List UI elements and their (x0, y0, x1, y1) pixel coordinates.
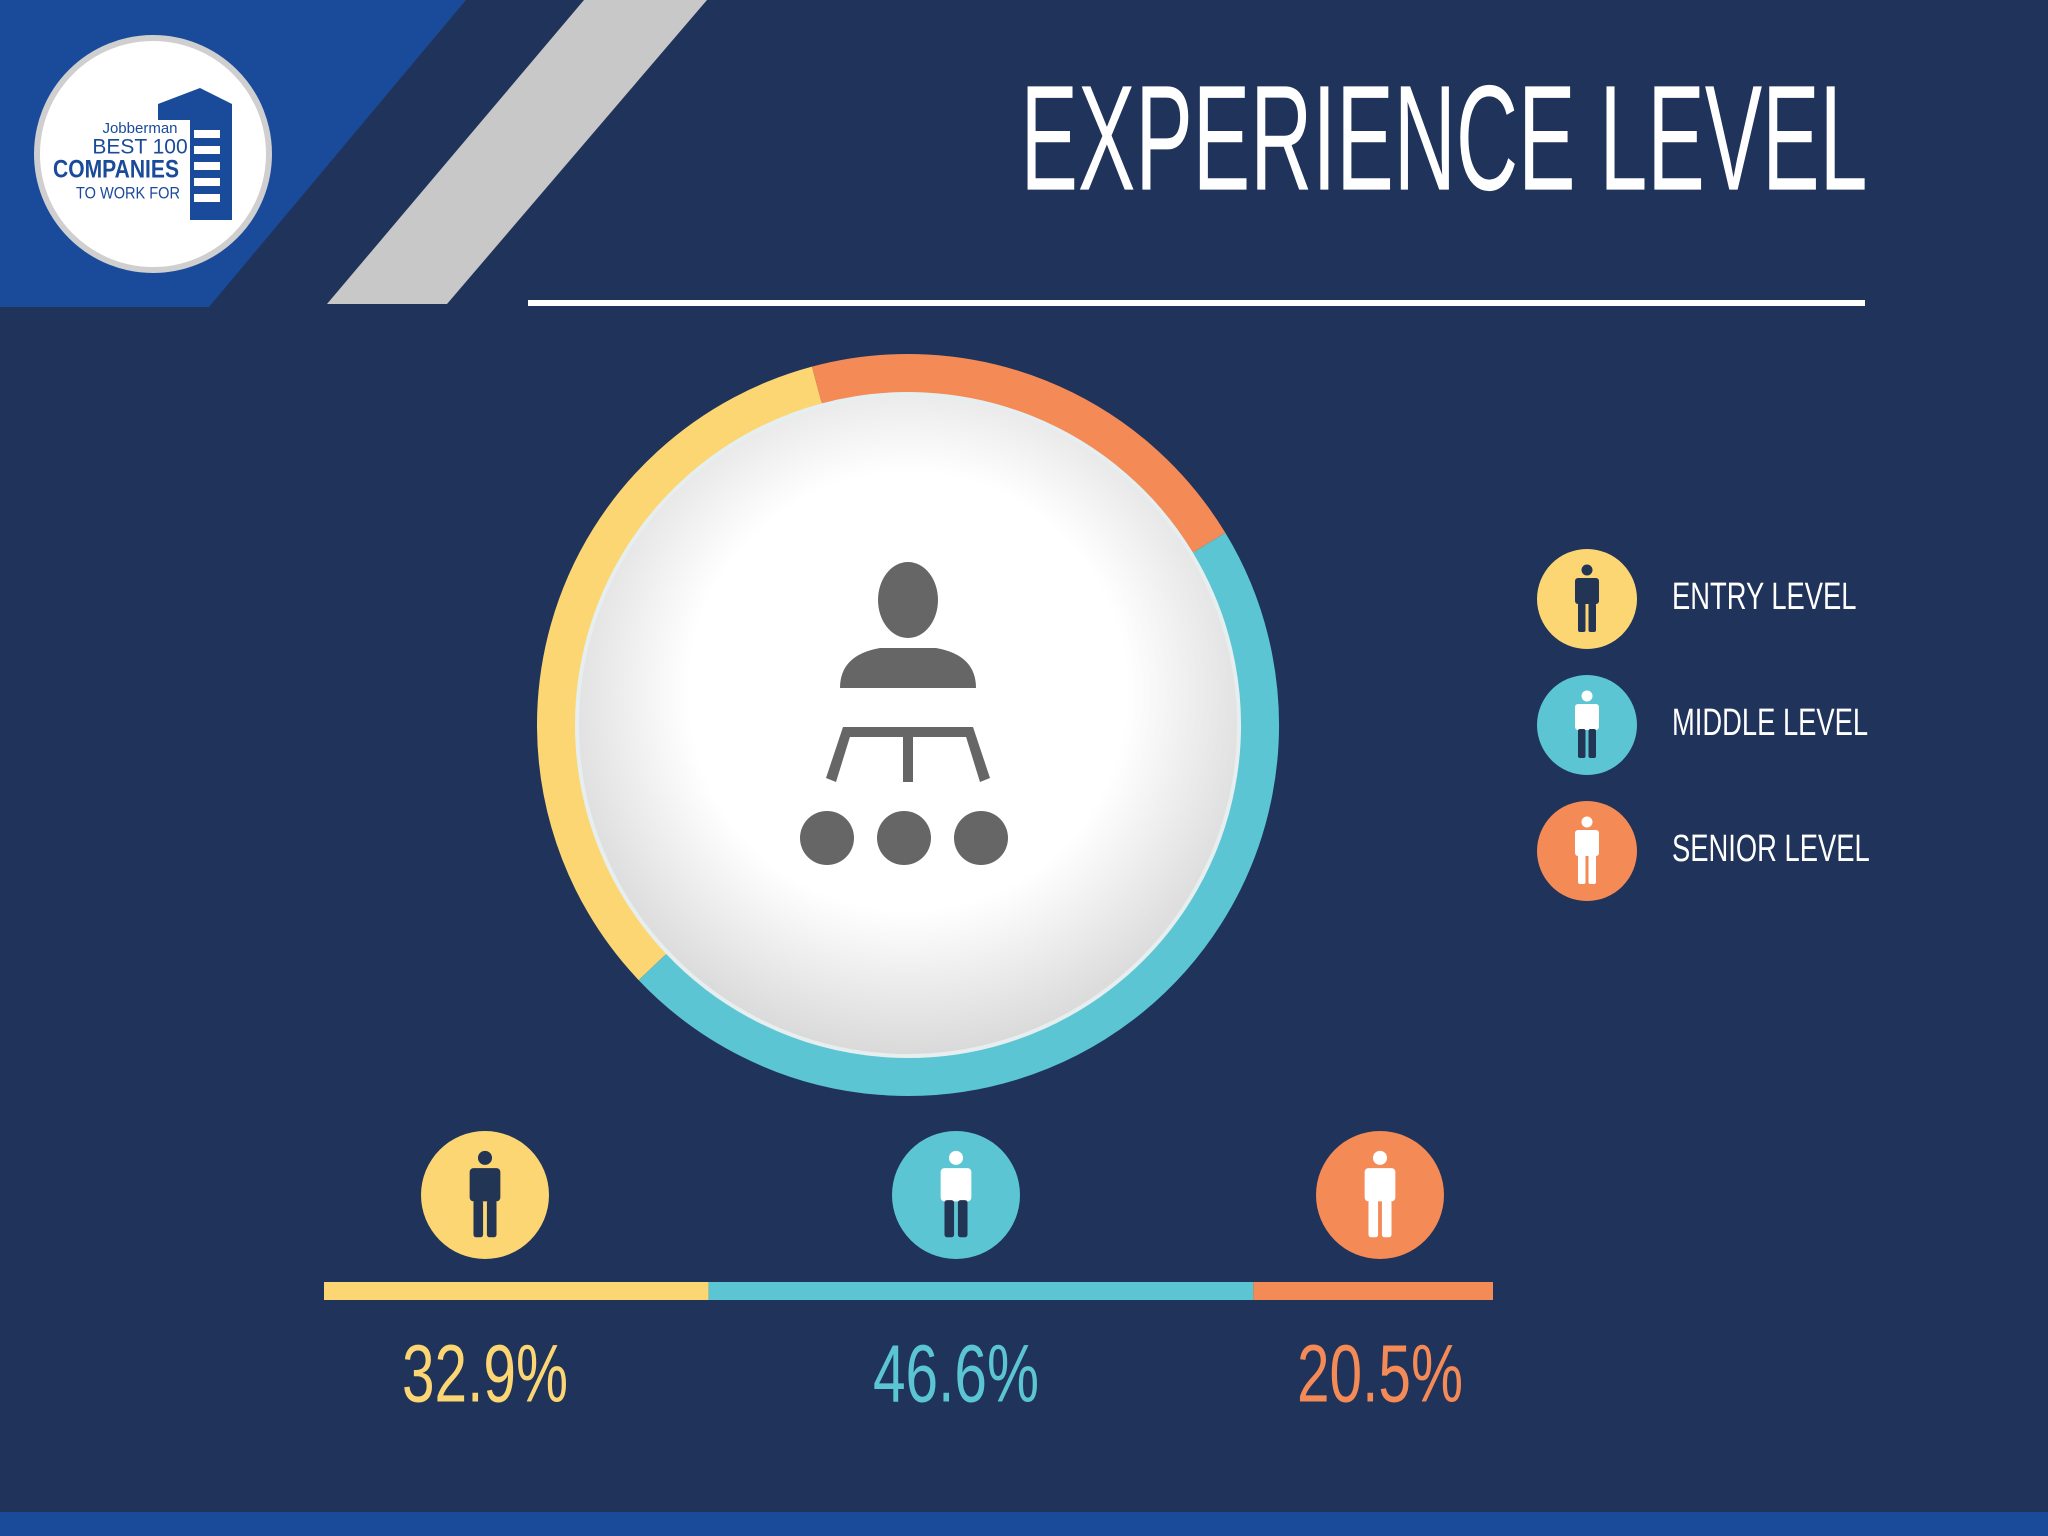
share-bar (708, 1282, 1254, 1300)
icon-leg (1381, 1200, 1392, 1238)
person-icon (421, 1131, 549, 1259)
icon-head (1372, 1150, 1388, 1165)
logo-text: TO WORK FOR (76, 183, 180, 202)
person-icon (1537, 675, 1637, 775)
icon-leg (1578, 729, 1586, 758)
icon-leg (473, 1200, 484, 1238)
donut-center (573, 390, 1243, 1060)
logo-text: Jobberman (102, 120, 177, 137)
person-icon (892, 1131, 1020, 1259)
stripe (327, 0, 707, 304)
icon-torso (469, 1168, 501, 1202)
icon-head (1581, 690, 1593, 702)
icon-torso (940, 1168, 972, 1202)
icon-leg (1588, 603, 1596, 632)
person-icon (1537, 549, 1637, 649)
icon-torso (1575, 578, 1599, 604)
icon-head (1581, 816, 1593, 828)
logo-text: BEST 100 (92, 136, 187, 159)
logo-building (158, 88, 232, 220)
icon-leg (1578, 855, 1586, 884)
icon-leg (1588, 855, 1596, 884)
icon-torso (1364, 1168, 1396, 1202)
person-icon (1537, 801, 1637, 901)
donut-segment (537, 366, 822, 981)
icon-head (1581, 564, 1593, 576)
icon-torso (1575, 704, 1599, 730)
icon-leg (1368, 1200, 1379, 1238)
person-icon (1316, 1131, 1444, 1259)
icon-leg (1588, 729, 1596, 758)
legend-label: ENTRY LEVEL (1672, 576, 1857, 618)
donut-segment (811, 354, 1226, 553)
value-label: 32.9% (402, 1329, 568, 1420)
footer-band (0, 1512, 2048, 1536)
donut-segment (638, 532, 1279, 1096)
value-label: 46.6% (873, 1329, 1039, 1420)
legend-label: SENIOR LEVEL (1672, 828, 1870, 870)
chart-title: EXPERIENCE LEVEL (1021, 54, 1868, 222)
icon-leg (1578, 603, 1586, 632)
center-icon (800, 562, 1008, 865)
share-bar (1253, 1282, 1493, 1300)
icon-head (477, 1150, 493, 1165)
share-bar (324, 1282, 709, 1300)
icon-leg (486, 1200, 497, 1238)
legend-label: MIDDLE LEVEL (1672, 702, 1868, 744)
logo-text: COMPANIES (53, 156, 179, 184)
value-label: 20.5% (1297, 1329, 1463, 1420)
icon-leg (957, 1200, 968, 1238)
title-rule (528, 300, 1865, 306)
icon-leg (944, 1200, 955, 1238)
icon-torso (1575, 830, 1599, 856)
logo: Jobberman BEST 100 COMPANIES TO WORK FOR (34, 35, 272, 273)
icon-head (948, 1150, 964, 1165)
